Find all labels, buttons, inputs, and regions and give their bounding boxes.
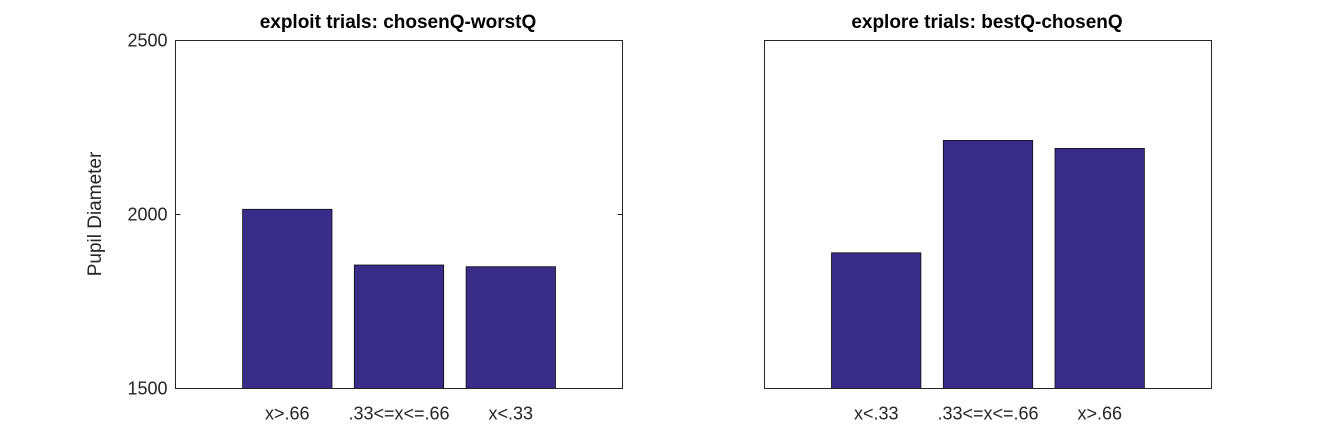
bar-group [242, 208, 556, 389]
bar-3 [465, 266, 556, 389]
y-tick-label: 2500 [127, 31, 167, 51]
chart-title: explore trials: bestQ-chosenQ [851, 12, 1122, 33]
chart-title: exploit trials: chosenQ-worstQ [260, 12, 537, 33]
y-axis-label: Pupil Diameter [85, 151, 106, 276]
tick-group: x<.33 .33<=x<=.66 x>.66 [854, 404, 1122, 424]
chart-panel-exploit: exploit trials: chosenQ-worstQ Pupil Dia… [85, 12, 623, 424]
y-tick-label: 1500 [127, 379, 167, 399]
axes-box [764, 40, 1212, 389]
x-tick-label: x<.33 [854, 404, 899, 424]
x-tick-label: x<.33 [489, 404, 534, 424]
y-tick-label: 2000 [127, 205, 167, 225]
bar-2 [353, 264, 445, 389]
x-tick-label: x>.66 [1078, 404, 1123, 424]
tick-group: x>.66 .33<=x<=.66 x<.33 1500 2000 2500 [127, 31, 623, 424]
chart-panel-explore: explore trials: bestQ-chosenQ x<.33 .33<=… [764, 12, 1212, 424]
bar-2 [942, 139, 1034, 389]
x-tick-label: x>.66 [265, 404, 310, 424]
bar-1 [831, 252, 922, 389]
x-tick-label: .33<=x<=.66 [348, 404, 449, 424]
bar-1 [242, 208, 333, 389]
bar-3 [1054, 147, 1145, 389]
bar-group [831, 139, 1145, 389]
x-tick-label: .33<=x<=.66 [937, 404, 1038, 424]
